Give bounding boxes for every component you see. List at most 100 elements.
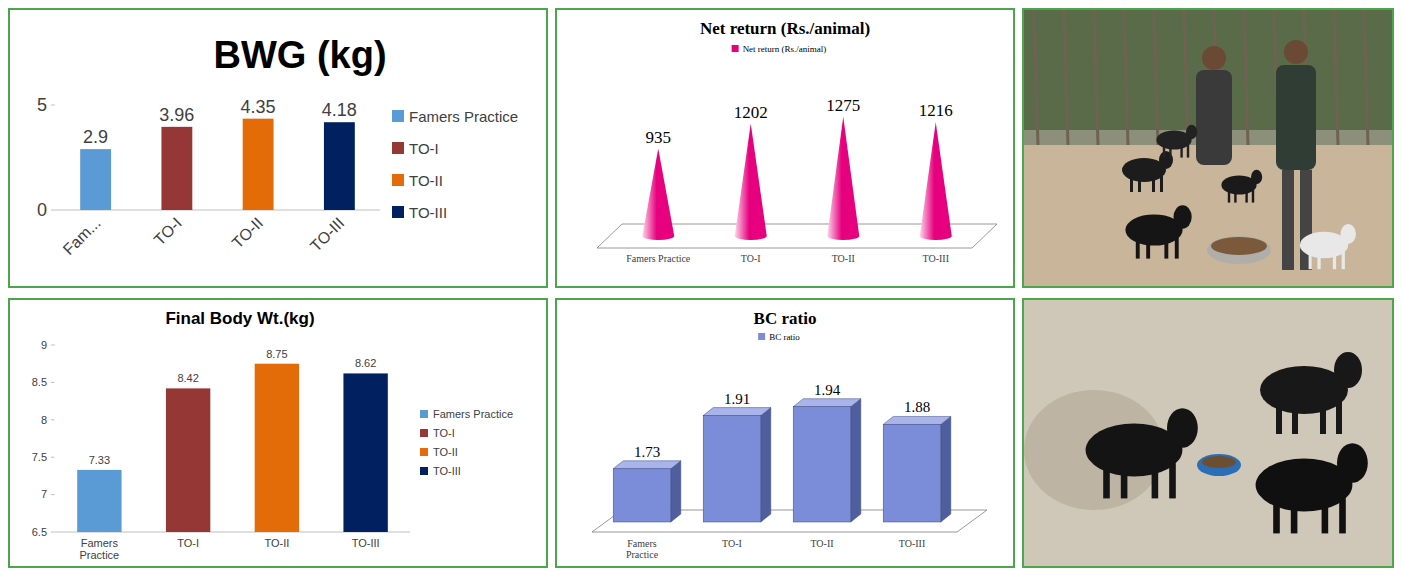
chart-svg: Final Body Wt.(kg)6.577.588.597.338.428.… — [10, 300, 546, 566]
x-tick-label: TO-III — [352, 537, 380, 549]
photo-goat — [1337, 443, 1368, 483]
chart-svg — [1024, 10, 1392, 286]
data-label: 1202 — [734, 103, 768, 122]
photo-goat — [1341, 224, 1356, 244]
photo-goat — [1309, 252, 1312, 270]
legend-label: TO-II — [433, 446, 458, 458]
data-label: 1.73 — [634, 444, 660, 460]
data-label: 8.42 — [177, 372, 198, 384]
y-tick-label: 7.5 — [32, 451, 47, 463]
photo-goat — [1169, 463, 1176, 498]
x-tick-label: TO-II — [264, 537, 289, 549]
panel: Net return (Rs./animal) Net return (Rs./a… — [555, 8, 1015, 288]
bar — [883, 424, 941, 522]
data-label: 1216 — [919, 101, 953, 120]
photo-shape — [1024, 145, 1392, 286]
legend-swatch — [420, 410, 428, 418]
photo-goat — [1164, 238, 1168, 259]
photo-goat — [1276, 402, 1282, 434]
photo-shape — [1184, 10, 1188, 145]
legend-swatch — [420, 467, 428, 475]
bar-top — [703, 408, 771, 416]
plot-marks — [642, 117, 952, 240]
legend-swatch — [392, 206, 404, 218]
photo-goat — [1333, 252, 1336, 270]
bar — [613, 469, 671, 522]
data-label: 8.75 — [266, 348, 287, 360]
y-tick — [51, 345, 55, 346]
photo-bowl — [1207, 236, 1271, 264]
legend-label: BC ratio — [769, 332, 800, 342]
x-tick-label: TO-III — [923, 253, 949, 264]
photo-goat — [1292, 402, 1298, 434]
photo-goat — [1174, 205, 1192, 228]
cone — [920, 122, 952, 240]
x-tick-label: TO-II — [229, 214, 267, 252]
y-tick-label: 0 — [37, 200, 47, 220]
x-tick-label: TO-I — [151, 214, 185, 248]
photo-background — [1024, 300, 1392, 566]
photo-goat — [1228, 190, 1230, 203]
legend: Net return (Rs./animal) — [732, 44, 827, 54]
photo-bowl — [1202, 456, 1236, 468]
bar — [161, 127, 192, 210]
cone — [827, 117, 859, 240]
photo-shape — [1124, 10, 1128, 145]
data-label: 1.88 — [904, 399, 930, 415]
panel: Final Body Wt.(kg)6.577.588.597.338.428.… — [8, 298, 548, 568]
y-tick-label: 9 — [41, 339, 47, 351]
photo-goat — [1320, 402, 1326, 434]
y-tick-label: 8.5 — [32, 376, 47, 388]
label-line: Famers — [627, 538, 657, 549]
photo-goat — [1152, 463, 1159, 498]
photo-goat — [1152, 176, 1155, 192]
photo-shape — [1034, 10, 1038, 145]
y-tick — [51, 210, 55, 211]
data-label: 4.18 — [322, 100, 357, 120]
photo-goat — [1334, 352, 1362, 388]
bar — [793, 407, 851, 522]
x-tick-label: TO-II — [832, 253, 855, 264]
legend-swatch — [392, 142, 404, 154]
y-tick-label: 7 — [41, 488, 47, 500]
plot-marks — [80, 119, 355, 210]
x-tick-label: FamersPractice — [626, 538, 659, 560]
plot-marks — [77, 364, 388, 532]
bar — [324, 122, 355, 210]
y-tick — [51, 532, 55, 533]
photo-goat — [1163, 145, 1165, 158]
y-tick-label: 6.5 — [32, 526, 47, 538]
photo-goat — [1245, 190, 1247, 203]
y-tick — [51, 105, 55, 106]
y-axis-line — [55, 105, 56, 210]
photo-goat — [1322, 498, 1329, 533]
photo-goat — [1251, 170, 1262, 184]
chart-title: BC ratio — [754, 309, 817, 328]
photo-goat — [1138, 176, 1141, 192]
chart-svg: Net return (Rs./animal) Net return (Rs./a… — [557, 10, 1013, 286]
photo-goat — [1339, 498, 1346, 533]
photo-goat — [1234, 190, 1236, 203]
bar-side — [941, 416, 951, 522]
x-tick-label: TO-III — [307, 214, 348, 255]
legend-label: TO-III — [409, 204, 447, 221]
photo-goat — [1180, 145, 1182, 158]
photo-goat — [1121, 463, 1128, 498]
photo-shape — [1334, 10, 1338, 145]
bar — [343, 373, 387, 532]
legend-label: TO-I — [433, 427, 455, 439]
photo-person — [1276, 65, 1316, 170]
chart-svg — [1024, 300, 1392, 566]
legend-swatch — [420, 448, 428, 456]
data-label: 8.62 — [355, 357, 376, 369]
y-tick — [51, 494, 55, 495]
x-tick-label: TO-I — [741, 253, 761, 264]
label-line: Famers — [81, 537, 119, 549]
y-tick — [51, 382, 55, 383]
bar — [243, 119, 274, 210]
legend-swatch — [420, 429, 428, 437]
bar — [80, 149, 111, 210]
photo-shape — [1064, 10, 1068, 145]
chart-title: Net return (Rs./animal) — [700, 19, 870, 38]
chart-svg: BC ratioBC ratio1.731.911.941.88FamersPr… — [557, 300, 1013, 566]
